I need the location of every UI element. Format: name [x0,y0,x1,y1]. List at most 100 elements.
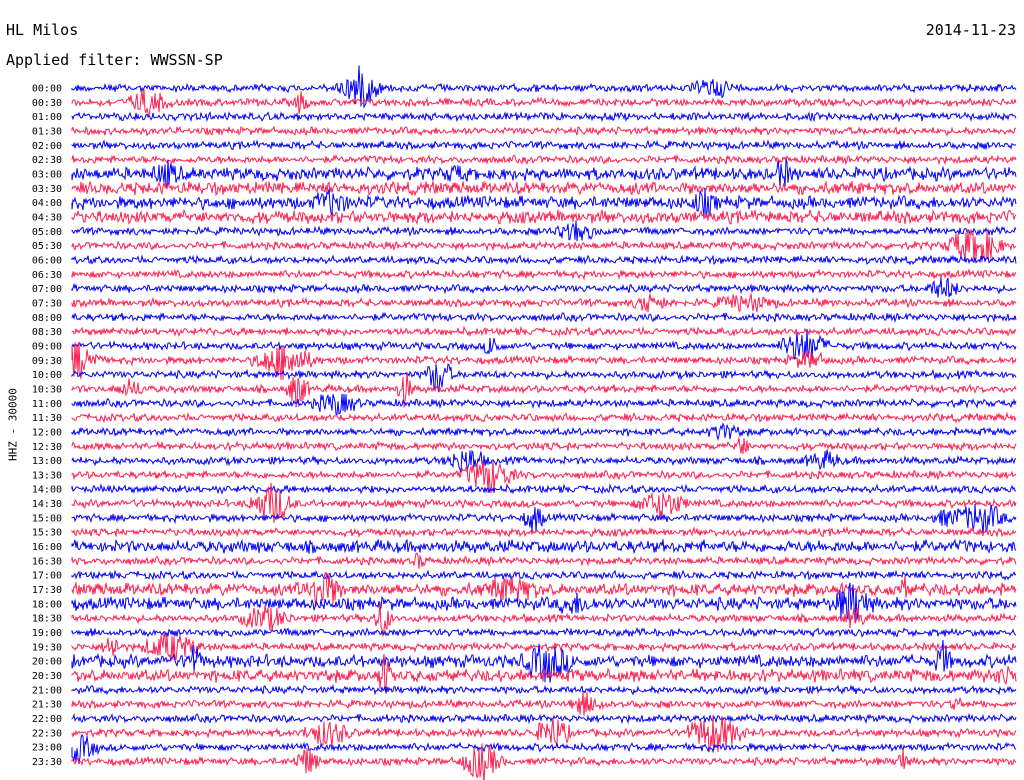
seismic-trace [71,139,1017,151]
row-time-label: 17:30 [32,585,62,596]
row-time-label: 22:30 [32,728,62,739]
row-time-label: 15:00 [32,513,62,524]
seismic-trace [71,220,1017,242]
row-time-label: 09:30 [32,356,62,367]
seismic-trace [71,180,1017,197]
seismic-trace [71,460,1017,494]
row-time-label: 06:00 [32,255,62,266]
row-time-label: 10:30 [32,384,62,395]
row-time-label: 18:30 [32,614,62,625]
seismic-trace [71,526,1017,539]
seismic-trace [71,483,1017,495]
row-time-label: 23:30 [32,757,62,768]
row-time-label: 21:30 [32,700,62,711]
row-time-label: 02:30 [32,155,62,166]
seismic-trace [71,110,1017,123]
seismic-trace [71,341,1017,380]
seismic-trace [71,89,1017,118]
seismic-trace [71,602,1017,637]
row-time-label: 03:30 [32,184,62,195]
seismic-trace [71,712,1017,725]
row-time-label: 13:00 [32,456,62,467]
seismic-trace [71,683,1017,696]
row-time-label: 15:30 [32,528,62,539]
row-time-label: 16:30 [32,556,62,567]
row-time-label: 07:00 [32,284,62,295]
row-time-label: 12:30 [32,442,62,453]
row-time-label: 07:30 [32,298,62,309]
seismic-trace [71,639,1017,683]
row-time-label: 04:00 [32,198,62,209]
seismic-trace [71,328,1017,360]
seismic-trace [71,208,1017,226]
row-time-label: 10:00 [32,370,62,381]
row-time-label: 08:00 [32,313,62,324]
seismic-trace [71,188,1017,216]
seismic-trace [71,482,1017,524]
seismic-trace [71,691,1017,716]
seismic-trace [71,268,1017,281]
row-time-label: 19:00 [32,628,62,639]
seismic-trace [71,571,1017,607]
row-time-label: 08:30 [32,327,62,338]
seismic-trace [71,253,1017,266]
row-time-label: 02:00 [32,141,62,152]
seismic-trace [71,325,1017,338]
row-time-label: 00:30 [32,98,62,109]
seismic-trace [71,653,1017,692]
row-time-label: 21:00 [32,685,62,696]
row-time-label: 12:00 [32,427,62,438]
row-time-label: 11:30 [32,413,62,424]
seismic-trace [71,538,1017,555]
seismic-trace [71,437,1017,454]
seismic-trace [71,422,1017,442]
row-time-label: 20:00 [32,657,62,668]
seismic-trace [71,158,1017,189]
seismic-trace [71,311,1017,324]
seismic-trace [71,503,1017,536]
row-time-label: 18:00 [32,599,62,610]
seismic-trace [71,632,1017,662]
seismic-trace [71,65,1017,110]
seismic-trace [71,733,1017,764]
seismic-trace [71,714,1017,753]
row-time-label: 20:30 [32,671,62,682]
row-time-label: 16:00 [32,542,62,553]
row-time-label: 14:00 [32,485,62,496]
row-time-label: 09:00 [32,341,62,352]
row-time-label: 13:30 [32,470,62,481]
applied-filter: Applied filter: WWSSN-SP [6,51,223,69]
row-time-label: 04:30 [32,212,62,223]
row-time-label: 23:00 [32,743,62,754]
seismic-trace [71,449,1017,474]
row-time-label: 01:00 [32,112,62,123]
seismic-trace [71,743,1017,780]
station-name: HL Milos [6,21,79,39]
seismic-trace [71,125,1017,137]
row-time-label: 01:30 [32,126,62,137]
record-date: 2014-11-23 [925,21,1016,39]
seismic-trace [71,153,1017,166]
row-time-label: 17:00 [32,571,62,582]
row-time-label: 03:00 [32,169,62,180]
seismic-trace [71,372,1017,408]
seismic-trace [71,228,1017,264]
row-time-label: 14:30 [32,499,62,510]
seismic-trace [71,626,1017,639]
row-time-label: 06:30 [32,270,62,281]
seismic-trace [71,393,1017,416]
row-time-label: 05:30 [32,241,62,252]
seismic-trace [71,552,1017,569]
row-time-label: 11:00 [32,399,62,410]
row-time-label: 05:00 [32,227,62,238]
seismic-trace [71,569,1017,581]
row-time-label: 00:00 [32,84,62,95]
seismic-trace [71,411,1017,424]
seismic-trace [71,277,1017,298]
seismic-trace [71,293,1017,313]
row-time-label: 19:30 [32,642,62,653]
row-time-label: 22:00 [32,714,62,725]
seismic-trace [71,582,1017,622]
seismic-trace [71,363,1017,393]
